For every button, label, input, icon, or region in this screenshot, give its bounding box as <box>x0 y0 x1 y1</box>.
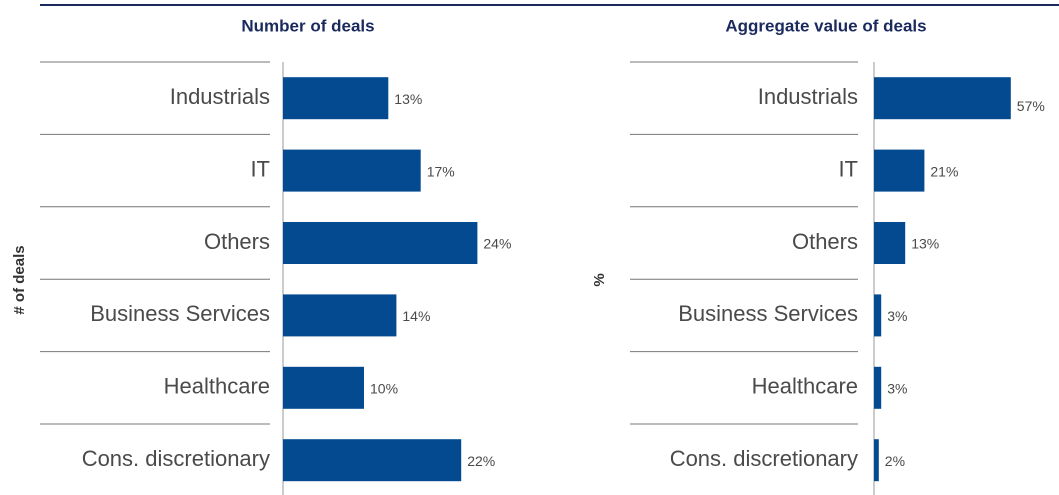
value-label: 22% <box>467 453 495 469</box>
bar <box>283 222 478 264</box>
category-label: IT <box>838 156 858 181</box>
value-label: 13% <box>911 236 939 252</box>
bar <box>874 439 879 482</box>
value-label: 3% <box>887 381 907 397</box>
bar <box>283 439 462 482</box>
bar <box>283 149 421 192</box>
value-label: 24% <box>483 236 511 252</box>
bar <box>874 366 882 409</box>
category-label: IT <box>250 156 270 181</box>
category-label: Cons. discretionary <box>670 446 858 471</box>
bar <box>874 294 882 337</box>
value-label: 2% <box>885 453 905 469</box>
value-label: 10% <box>370 381 398 397</box>
category-label: Business Services <box>90 301 270 326</box>
category-label: Business Services <box>678 301 858 326</box>
category-label: Industrials <box>758 84 858 109</box>
value-label: 3% <box>887 308 907 324</box>
bar <box>874 149 925 192</box>
value-label: 13% <box>394 91 422 107</box>
value-label: 57% <box>1017 98 1045 114</box>
bar <box>874 77 1011 120</box>
category-label: Cons. discretionary <box>82 446 270 471</box>
category-label: Others <box>792 229 858 254</box>
chart-title: Number of deals <box>241 16 374 35</box>
bar <box>283 77 389 120</box>
category-label: Healthcare <box>164 374 270 399</box>
chart-title: Aggregate value of deals <box>725 16 926 35</box>
category-label: Others <box>204 229 270 254</box>
bar <box>283 366 364 409</box>
bar <box>874 222 906 264</box>
bar <box>283 294 397 337</box>
y-axis-label: % <box>591 273 608 286</box>
category-label: Industrials <box>170 84 270 109</box>
value-label: 14% <box>402 308 430 324</box>
value-label: 21% <box>930 163 958 179</box>
y-axis-label: # of deals <box>11 245 28 314</box>
category-label: Healthcare <box>752 374 858 399</box>
value-label: 17% <box>427 163 455 179</box>
